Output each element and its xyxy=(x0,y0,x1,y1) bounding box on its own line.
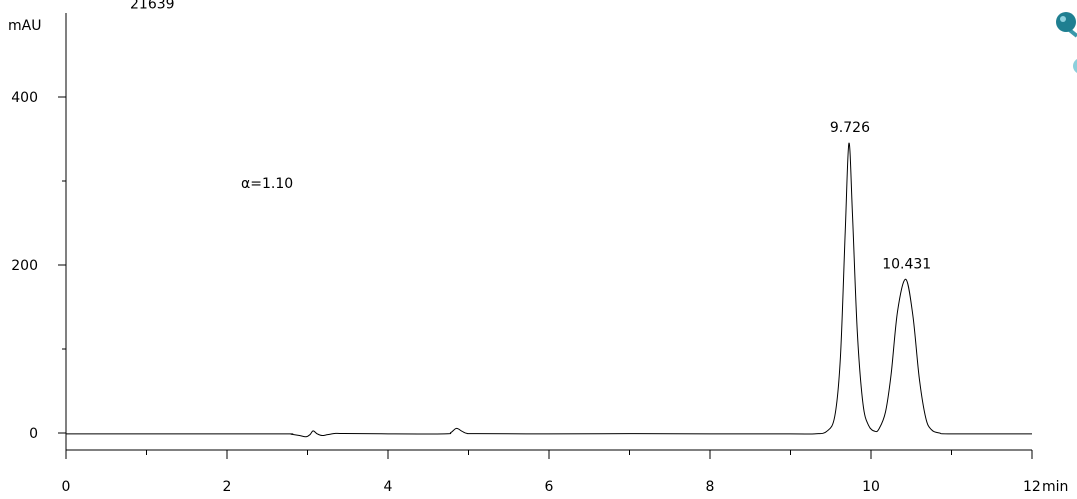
sample-id-label: 21639 xyxy=(130,0,175,13)
x-tick-label: 0 xyxy=(62,479,71,495)
tick-labels: 0 200 400 0 2 4 6 8 10 12 min xyxy=(11,90,1068,495)
x-tick-label: 2 xyxy=(223,479,232,495)
trace-line xyxy=(66,142,1033,438)
axes xyxy=(58,13,1033,459)
x-tick-label: 4 xyxy=(384,479,393,495)
peak-label: 9.726 xyxy=(830,120,870,136)
chromatogram-trace xyxy=(66,142,1033,438)
y-axis-unit-label: mAU xyxy=(8,18,41,34)
x-tick-label: 8 xyxy=(706,479,715,495)
selectivity-annotation: α=1.10 xyxy=(241,176,293,192)
peak-label: 10.431 xyxy=(882,256,931,272)
x-tick-label: 6 xyxy=(545,479,554,495)
x-tick-label: 10 xyxy=(862,479,880,495)
y-tick-label: 200 xyxy=(11,258,38,274)
x-tick-label: 12 xyxy=(1023,479,1041,495)
y-tick-label: 400 xyxy=(11,90,38,106)
peak-labels: 9.726 10.431 xyxy=(830,120,931,272)
y-tick-label: 0 xyxy=(29,426,38,442)
x-axis-unit-label: min xyxy=(1042,479,1068,495)
molecule-icon xyxy=(1056,12,1077,73)
